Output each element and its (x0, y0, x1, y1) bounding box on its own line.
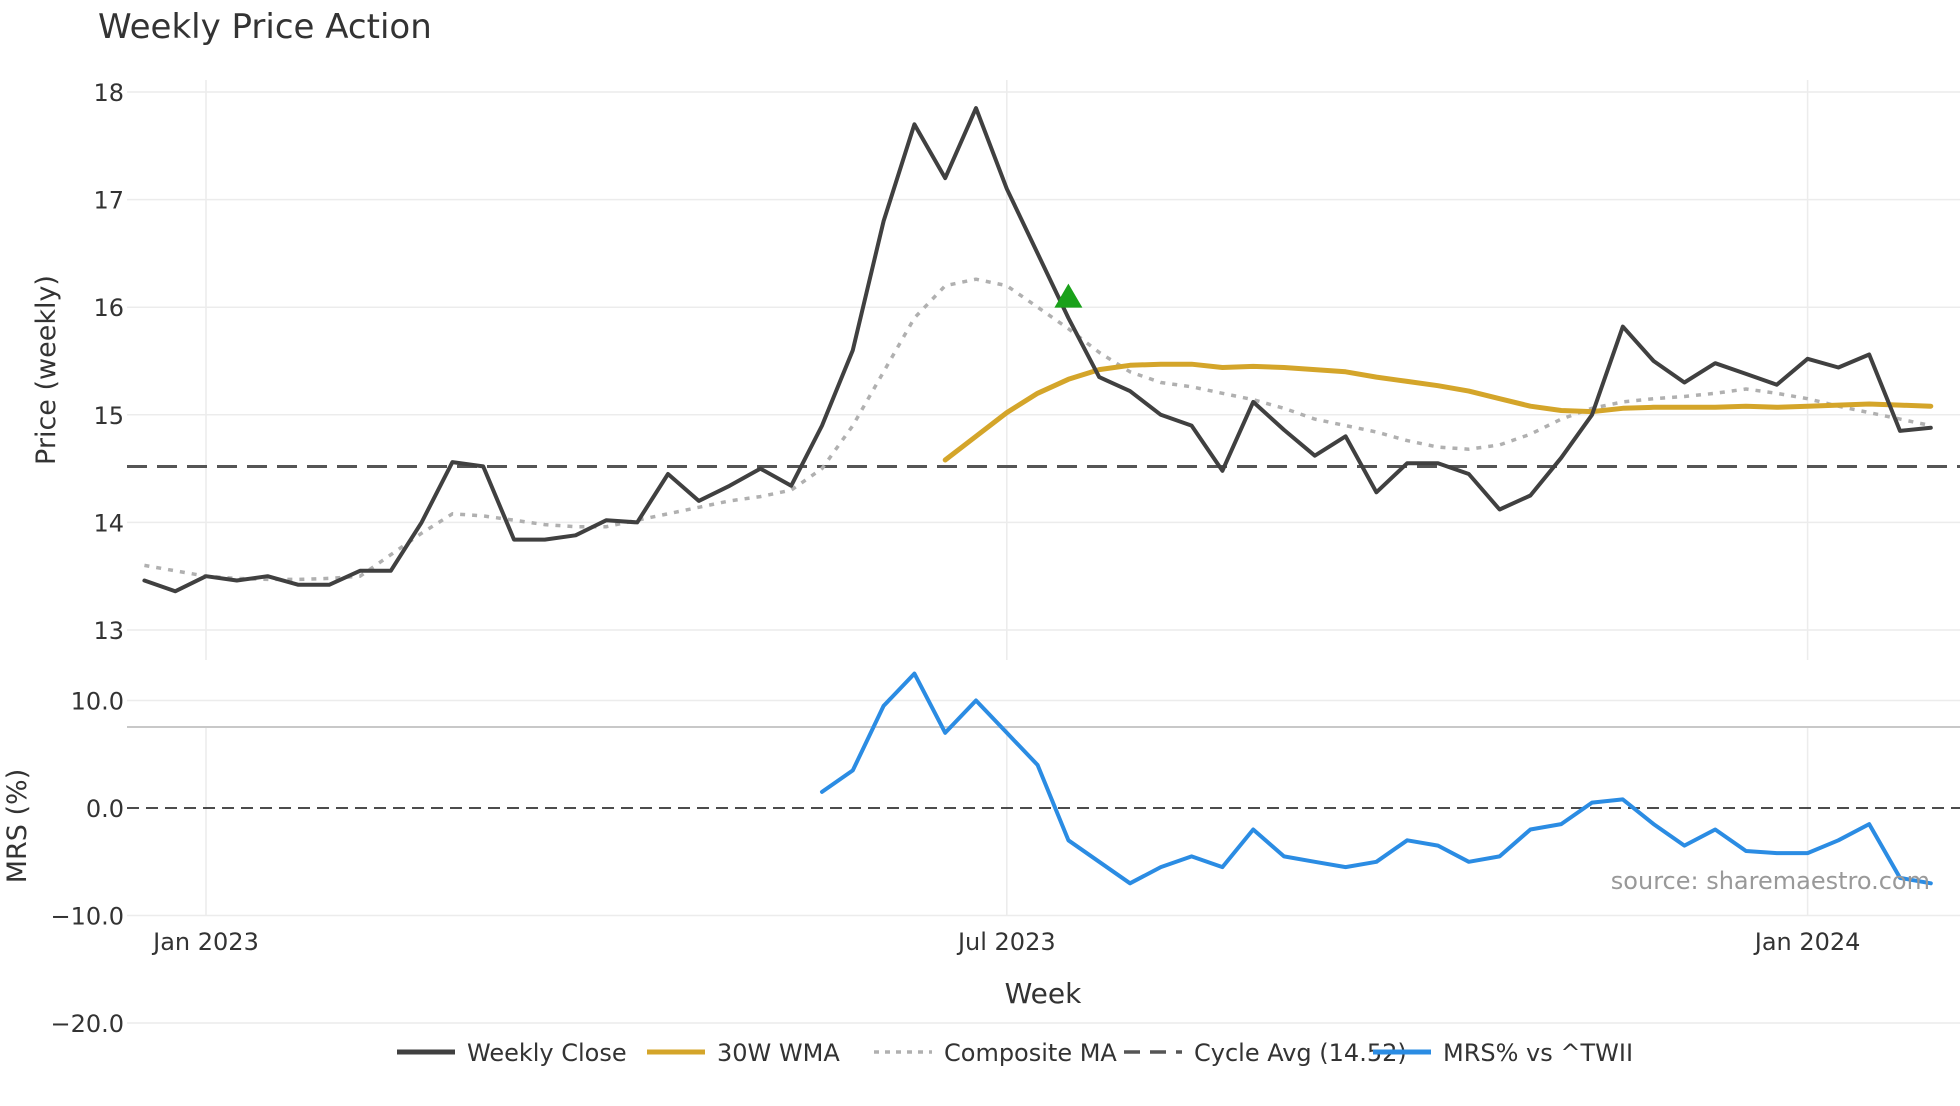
legend-label: Cycle Avg (14.52) (1194, 1039, 1407, 1067)
chart-title: Weekly Price Action (98, 7, 432, 47)
mrs-series-group (820, 671, 1933, 886)
weekly-close-line (142, 106, 1933, 594)
x-axis-label: Week (1005, 977, 1082, 1010)
price-y-tick-label: 18 (93, 79, 124, 107)
price-y-tick-label: 15 (93, 402, 124, 430)
price-series-group (142, 106, 1934, 594)
mrs-y-tick-label: −10.0 (50, 903, 124, 931)
price-y-tick-label: 13 (93, 617, 124, 645)
buy-signal-marker (1054, 283, 1083, 308)
x-tick-label: Jan 2023 (151, 928, 259, 956)
x-tick-label: Jul 2023 (956, 928, 1056, 956)
composite-ma-line (144, 277, 1932, 582)
price-y-axis-label: Price (weekly) (31, 275, 62, 465)
price-y-tick-label: 14 (93, 509, 124, 537)
x-tick-label: Jan 2024 (1753, 928, 1861, 956)
wma-30w-line (942, 361, 1934, 463)
price-y-ticks: 13 14 15 16 17 18 (93, 79, 124, 645)
price-y-tick-label: 16 (93, 294, 124, 322)
mrs-y-tick-label: 10.0 (71, 688, 124, 716)
mrs-y-tick-label: −20.0 (50, 1010, 124, 1038)
price-y-tick-label: 17 (93, 187, 124, 215)
mrs-y-axis-label: MRS (%) (2, 769, 33, 884)
mrs-y-ticks: 10.0 0.0 −10.0 −20.0 (50, 688, 124, 1039)
legend-label: MRS% vs ^TWII (1443, 1039, 1633, 1067)
legend: Weekly Close 30W WMA Composite MA Cycle Avg… (397, 1039, 1633, 1067)
price-gridlines (127, 80, 1960, 660)
legend-label: 30W WMA (717, 1039, 840, 1067)
source-note: source: sharemaestro.com (1611, 867, 1930, 895)
mrs-gridlines (127, 699, 1960, 1024)
mrs-y-tick-label: 0.0 (86, 795, 124, 823)
legend-label: Composite MA (944, 1039, 1117, 1067)
legend-label: Weekly Close (467, 1039, 627, 1067)
mrs-line-segment (820, 671, 1933, 886)
